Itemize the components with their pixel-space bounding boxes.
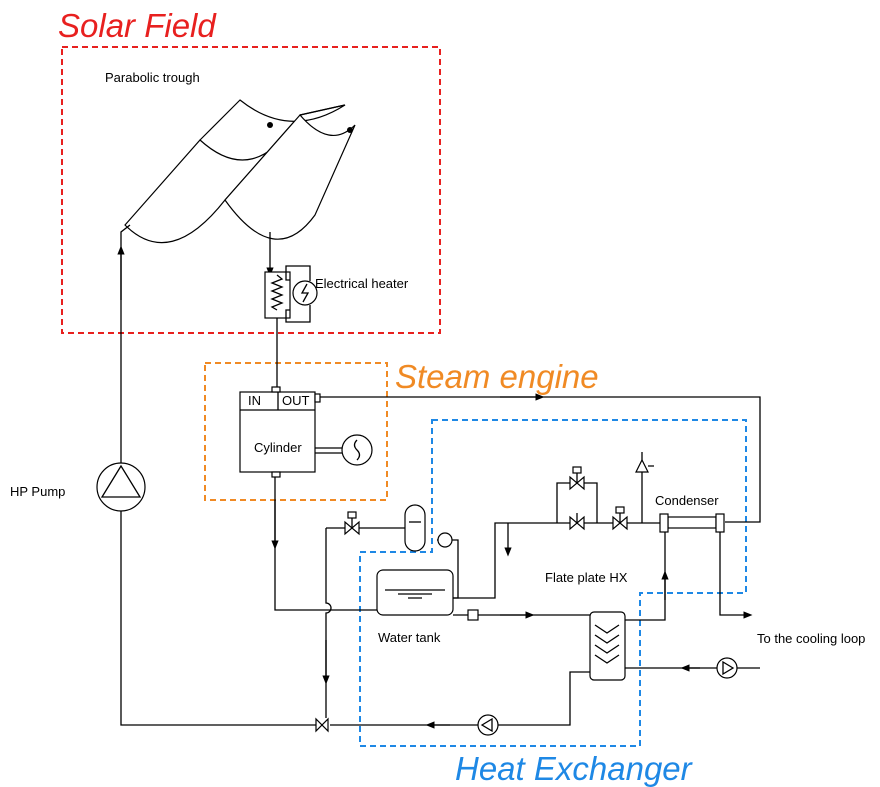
equipment-rect [271,386,281,393]
pipes-path [330,671,590,726]
heat-exchanger-box [359,419,747,747]
equipment-rect [589,611,626,681]
equipment-path [594,624,620,664]
equipment-path [100,464,142,498]
equipment-path [353,439,361,461]
pipes-path [325,528,332,718]
equipment-path [641,452,654,467]
equipment-rect [659,513,669,533]
parabolic-troughs-path [199,99,346,141]
region-label: Heat Exchanger [455,750,694,787]
equipment-rect [347,511,357,519]
solar-field-box [61,46,441,334]
label: Condenser [655,493,719,508]
parabolic-troughs [124,99,356,244]
label: Flate plate HX [545,570,628,585]
equipment-path [315,447,342,454]
equipment-rect [404,504,426,552]
label: Parabolic trough [105,70,200,85]
equipment-path [315,717,329,733]
equipment-rect [715,513,725,533]
pipes-path [625,530,666,621]
equipment-circle [477,714,499,736]
label: Cylinder [254,440,302,455]
pipes-path [453,522,660,599]
equipment-rect [572,466,582,474]
equipment-path [480,717,493,733]
pipes-path [719,530,753,619]
pipes [117,224,761,729]
equipment-path [635,458,649,473]
equipment-path [285,265,311,323]
equipment-circle [437,532,453,548]
parabolic-troughs-circle [347,127,353,133]
equipment-rect [467,609,479,621]
equipment-rect [314,393,321,403]
equipment-circle [96,462,146,512]
equipment-circle [716,657,738,679]
label: OUT [282,393,310,408]
equipment-path [270,274,284,311]
label: HP Pump [10,484,65,499]
pipes-path [120,511,316,726]
region-label: Steam engine [395,358,599,395]
label: Water tank [378,630,441,645]
region-label: Solar Field [58,7,217,44]
parabolic-troughs-path [224,114,356,240]
pipes-path [120,224,131,463]
equipment-rect [271,471,281,478]
steam-engine-box [204,362,388,501]
parabolic-troughs-circle [267,122,273,128]
equipment-path [385,589,445,599]
label: To the cooling loop [757,631,865,646]
equipment-path [722,660,735,676]
equipment-rect [667,516,717,529]
parabolic-troughs-path [299,104,346,116]
equipment-path [300,283,310,303]
label: IN [248,393,261,408]
equipment [96,265,738,736]
label: Electrical heater [315,276,409,291]
equipment-rect [615,506,625,514]
equipment-rect [376,569,454,616]
